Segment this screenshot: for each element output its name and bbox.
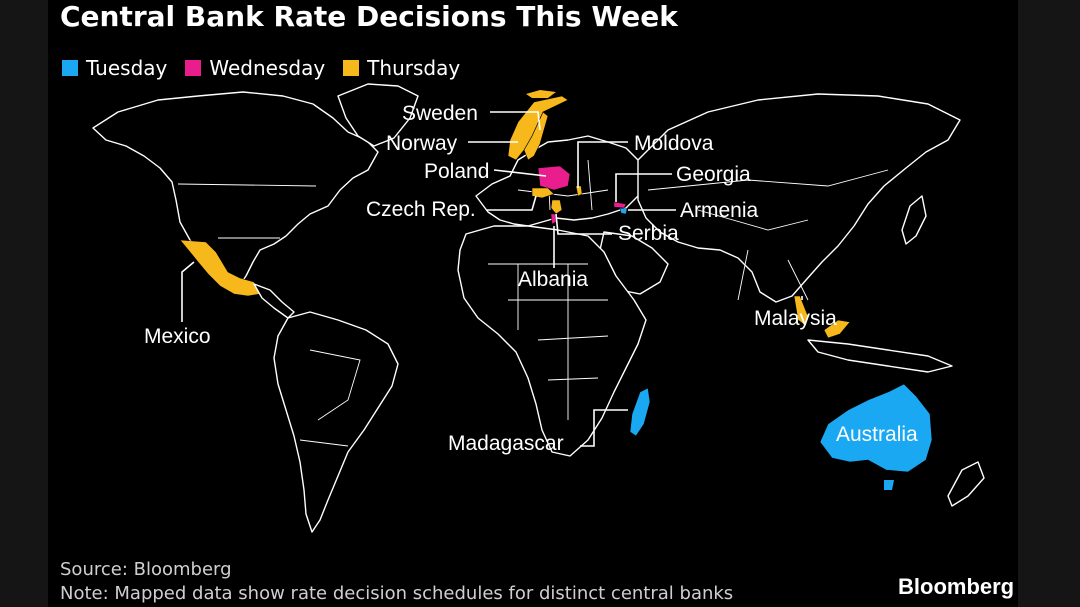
label-australia: Australia xyxy=(836,423,918,446)
country-georgia-shape xyxy=(613,201,627,209)
left-margin xyxy=(0,0,48,607)
country-serbia-shape xyxy=(550,199,563,215)
chart-title: Central Bank Rate Decisions This Week xyxy=(60,0,678,33)
world-map: Sweden Norway Poland Czech Rep. Moldova … xyxy=(92,83,985,533)
country-moldova-shape xyxy=(575,185,583,197)
label-madagascar: Madagascar xyxy=(448,432,564,455)
landmass-africa xyxy=(457,225,647,457)
legend-item-thursday: Thursday xyxy=(343,56,460,80)
leader-moldova xyxy=(577,141,628,188)
label-poland: Poland xyxy=(424,160,489,183)
country-poland-shape xyxy=(537,165,571,191)
bloomberg-logo: Bloomberg xyxy=(898,574,1015,599)
legend-label-thursday: Thursday xyxy=(367,56,461,80)
label-armenia: Armenia xyxy=(680,199,759,222)
label-czech: Czech Rep. xyxy=(366,198,476,221)
label-norway: Norway xyxy=(386,132,458,155)
landmass-central-america xyxy=(253,283,295,319)
leader-georgia xyxy=(615,173,672,202)
leader-poland xyxy=(493,169,547,177)
label-serbia: Serbia xyxy=(618,222,679,245)
legend-swatch-wednesday xyxy=(185,60,202,76)
country-armenia-shape xyxy=(619,207,628,215)
country-norway-shape xyxy=(507,95,569,161)
country-norway-svalbard-shape xyxy=(526,90,556,98)
legend-label-tuesday: Tuesday xyxy=(86,56,168,80)
map-graphic: Sweden Norway Poland Czech Rep. Moldova … xyxy=(48,0,1018,607)
legend-item-wednesday: Wednesday xyxy=(185,56,325,80)
landmass-asia xyxy=(637,93,961,303)
country-malaysia-borneo-shape xyxy=(823,319,851,339)
country-czech-shape xyxy=(531,187,555,199)
leader-madagascar xyxy=(580,409,628,447)
label-sweden: Sweden xyxy=(402,102,478,125)
legend: Tuesday Wednesday Thursday xyxy=(62,56,478,80)
country-australia-shape xyxy=(819,383,933,473)
landmass-new-zealand xyxy=(947,461,985,507)
leader-sweden xyxy=(490,111,541,131)
label-albania: Albania xyxy=(518,268,588,291)
label-georgia: Georgia xyxy=(676,163,751,186)
leader-czech xyxy=(486,195,537,211)
legend-swatch-thursday xyxy=(343,60,360,76)
landmass-indonesia xyxy=(807,339,953,373)
legend-swatch-tuesday xyxy=(62,60,78,76)
legend-label-wednesday: Wednesday xyxy=(209,56,326,80)
country-australia-tasmania-shape xyxy=(884,480,894,490)
country-albania-shape xyxy=(550,213,557,225)
landmass-japan xyxy=(901,195,927,245)
landmass-south-america xyxy=(273,311,399,533)
leader-serbia xyxy=(555,213,612,235)
right-margin xyxy=(1018,0,1080,607)
source-text: Source: Bloomberg xyxy=(60,559,232,580)
leader-mexico xyxy=(181,261,195,322)
country-malaysia-peninsula-shape xyxy=(793,295,809,327)
legend-item-tuesday: Tuesday xyxy=(62,56,167,80)
note-text: Note: Mapped data show rate decision sch… xyxy=(60,583,734,604)
label-mexico: Mexico xyxy=(144,325,211,348)
label-malaysia: Malaysia xyxy=(754,307,837,330)
landmass-north-america xyxy=(92,91,379,291)
country-madagascar-shape xyxy=(629,387,651,437)
label-moldova: Moldova xyxy=(634,132,714,155)
landmass-greenland xyxy=(337,83,419,147)
